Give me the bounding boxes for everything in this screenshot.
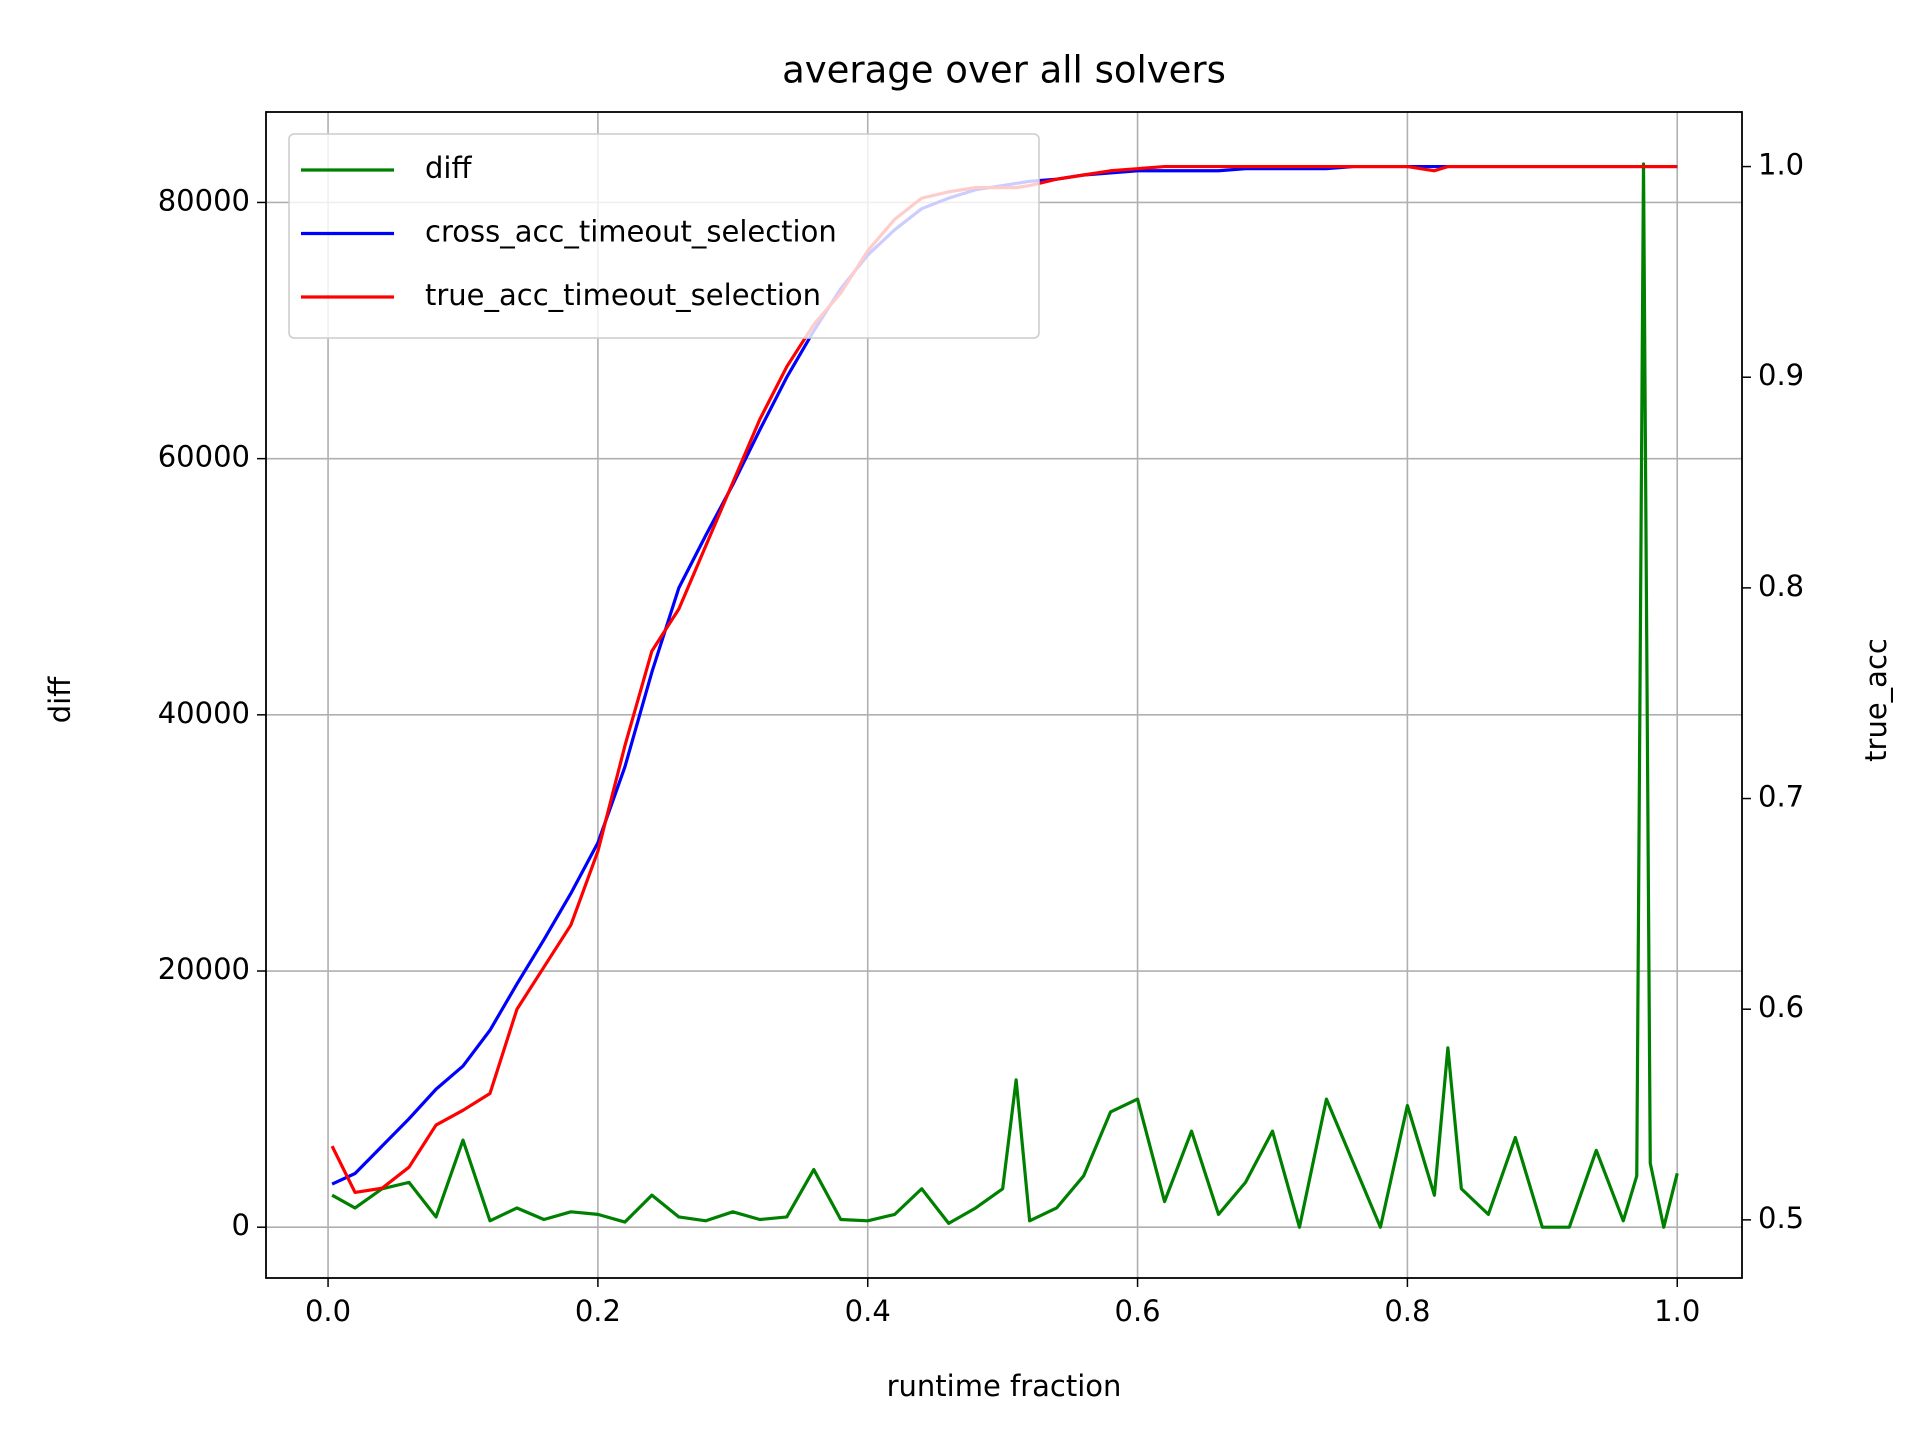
y-tick-label: 0 <box>232 1208 250 1242</box>
y-axis-label: diff <box>43 676 77 723</box>
x-tick-label: 0.8 <box>1384 1294 1430 1328</box>
y2-tick-label: 1.0 <box>1758 148 1804 182</box>
x-tick-label: 0.0 <box>305 1294 351 1328</box>
plot-frame <box>265 111 1743 1279</box>
series-line <box>331 162 1679 1229</box>
y2-tick-label: 0.7 <box>1758 780 1804 814</box>
x-tick-label: 0.4 <box>845 1294 891 1328</box>
legend-label: cross_acc_timeout_selection <box>425 215 837 249</box>
x-tick-label: 1.0 <box>1654 1294 1700 1328</box>
legend-label: diff <box>425 151 472 185</box>
y2-tick-label: 0.5 <box>1758 1201 1804 1235</box>
x-tick-label: 0.6 <box>1115 1294 1161 1328</box>
series-line <box>330 164 1678 1195</box>
y-tick-label: 60000 <box>158 440 250 474</box>
y2-tick-label: 0.8 <box>1758 569 1804 603</box>
y2-tick-label: 0.9 <box>1758 358 1804 392</box>
y-tick-label: 80000 <box>158 183 250 217</box>
y2-axis-label: true_acc <box>1859 638 1893 762</box>
y-tick-label: 40000 <box>158 696 250 730</box>
x-axis-label: runtime fraction <box>887 1369 1122 1403</box>
y-tick-label: 20000 <box>158 952 250 986</box>
chart-title: average over all solvers <box>782 49 1226 92</box>
y2-tick-label: 0.6 <box>1758 990 1804 1024</box>
x-tick-label: 0.2 <box>575 1294 621 1328</box>
legend-label: true_acc_timeout_selection <box>425 278 821 312</box>
legend-box <box>288 133 1040 339</box>
